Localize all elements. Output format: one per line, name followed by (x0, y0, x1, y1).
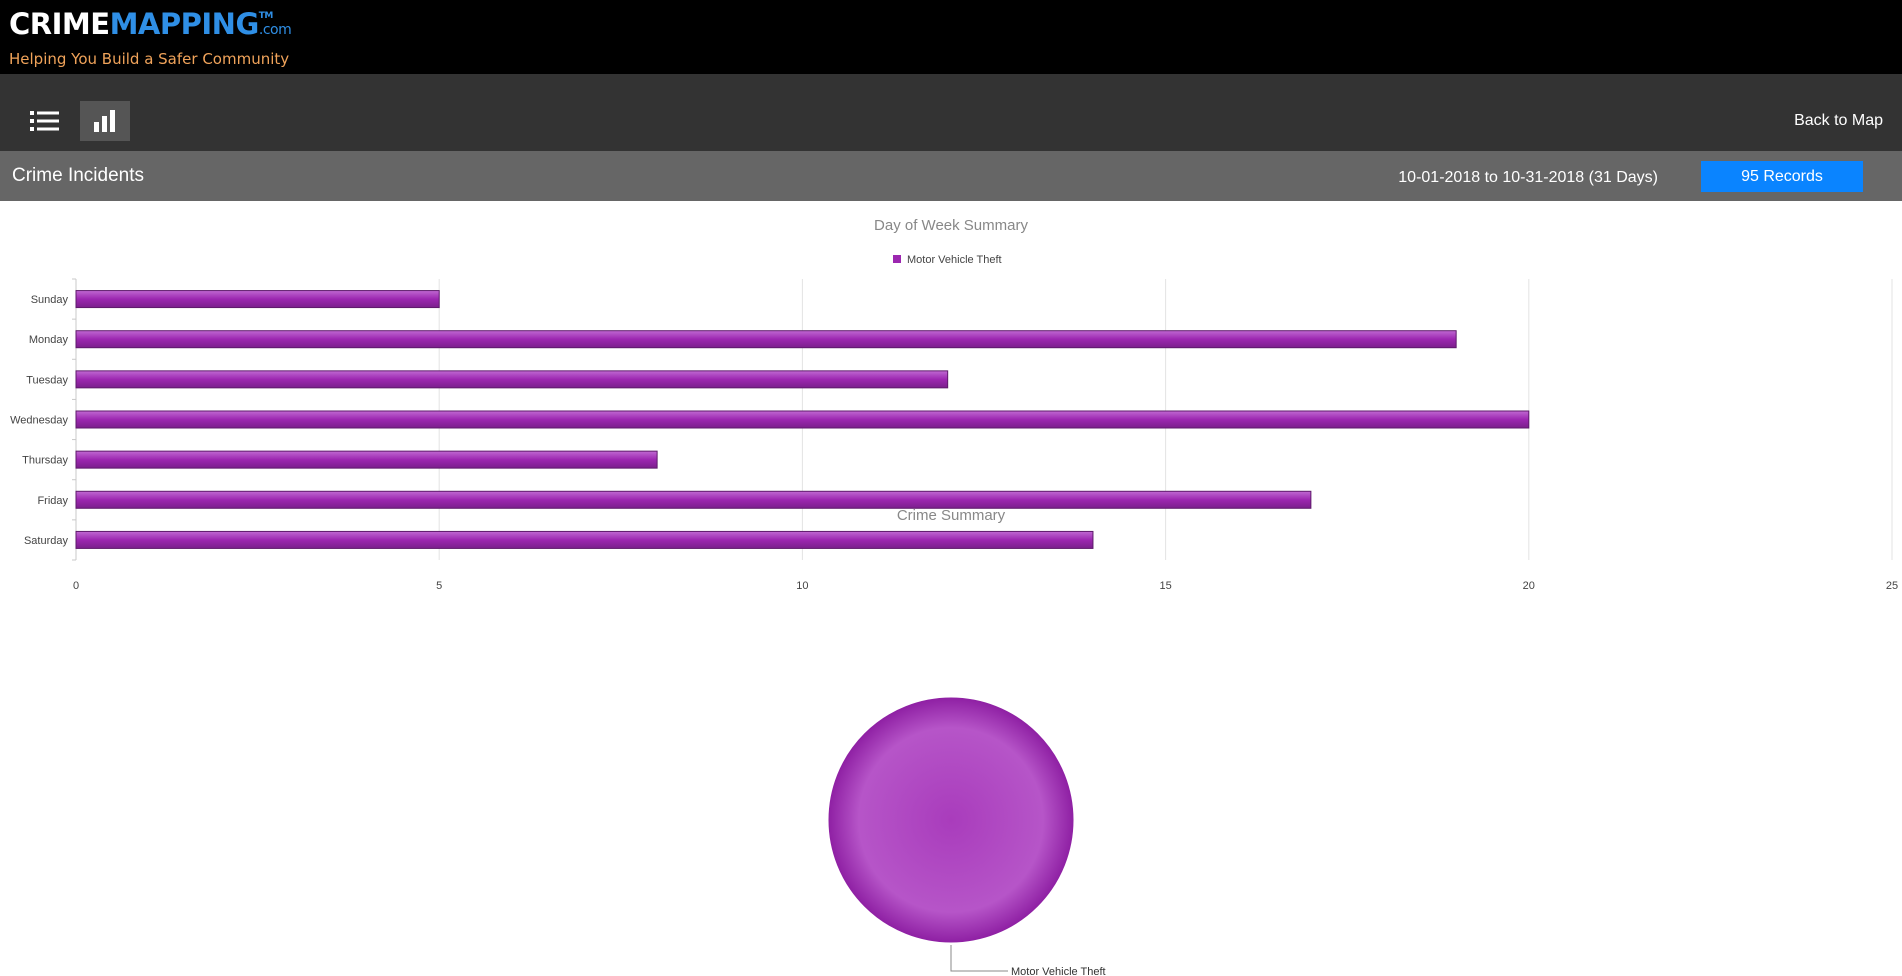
legend-label: Motor Vehicle Theft (907, 254, 1002, 266)
bar-saturday[interactable] (75, 530, 1094, 549)
list-icon (30, 111, 59, 131)
bar-sunday[interactable] (75, 290, 440, 309)
logo-wordmark: CRIMEMAPPINGTM.com (9, 7, 292, 48)
bar-thursday[interactable] (75, 450, 658, 469)
pie-slice-motor-vehicle-theft[interactable] (827, 696, 1075, 944)
bar-chart-icon (94, 110, 115, 132)
bar-wednesday[interactable] (75, 410, 1530, 429)
pie-chart-title: Crime Summary (897, 507, 1006, 524)
bar-chart-x-labels: 0 5 10 15 20 25 (73, 580, 1898, 592)
chart-view-button[interactable] (80, 101, 130, 141)
crimemapping-logo[interactable]: CRIMEMAPPINGTM.com Helping You Build a S… (9, 7, 292, 68)
pie-slice-label: Motor Vehicle Theft (1011, 966, 1106, 976)
top-header-bar: CRIMEMAPPINGTM.com Helping You Build a S… (0, 0, 1902, 74)
y-category-label: Friday (37, 495, 68, 507)
y-category-label: Saturday (24, 535, 69, 547)
y-category-label: Wednesday (10, 415, 68, 427)
back-to-map-link[interactable]: Back to Map (1794, 112, 1883, 129)
bar-friday[interactable] (75, 490, 1312, 509)
list-view-button[interactable] (20, 101, 70, 141)
y-category-label: Monday (29, 334, 69, 346)
x-tick-label: 0 (73, 580, 79, 592)
logo-tagline: Helping You Build a Safer Community (9, 50, 290, 68)
bar-monday[interactable] (75, 330, 1457, 349)
x-tick-label: 25 (1886, 580, 1898, 592)
x-tick-label: 20 (1523, 580, 1535, 592)
logo-trademark: TM (258, 11, 274, 21)
y-category-label: Sunday (31, 294, 69, 306)
charts-area: Day of Week Summary Motor Vehicle Theft … (10, 217, 1898, 976)
pie-label-connector (950, 945, 1008, 972)
x-tick-label: 15 (1159, 580, 1171, 592)
title-bar: Crime Incidents 10-01-2018 to 10-31-2018… (0, 151, 1902, 201)
page-title: Crime Incidents (12, 165, 144, 186)
bar-chart-bars (75, 290, 1530, 549)
view-toolbar: Back to Map (0, 74, 1902, 151)
logo-crime-text: CRIME (9, 7, 110, 41)
logo-mapping-text: MAPPING (109, 7, 260, 41)
bar-tuesday[interactable] (75, 370, 949, 389)
day-of-week-chart: Day of Week Summary Motor Vehicle Theft … (10, 217, 1898, 592)
y-category-label: Thursday (22, 455, 68, 467)
bar-chart-title: Day of Week Summary (874, 217, 1028, 234)
logo-dotcom: .com (258, 22, 292, 38)
bar-chart-legend[interactable]: Motor Vehicle Theft (893, 254, 1002, 266)
y-category-label: Tuesday (26, 374, 68, 386)
pie-chart-slices: Motor Vehicle Theft (827, 696, 1106, 976)
crime-summary-chart: Crime Summary Motor Vehicle Theft (827, 507, 1106, 976)
records-count-button[interactable]: 95 Records (1701, 161, 1863, 192)
legend-swatch (893, 255, 901, 263)
date-range-text: 10-01-2018 to 10-31-2018 (31 Days) (1398, 169, 1658, 186)
bar-chart-y-labels: Sunday Monday Tuesday Wednesday Thursday Frid… (10, 294, 68, 547)
x-tick-label: 10 (796, 580, 808, 592)
x-tick-label: 5 (436, 580, 442, 592)
